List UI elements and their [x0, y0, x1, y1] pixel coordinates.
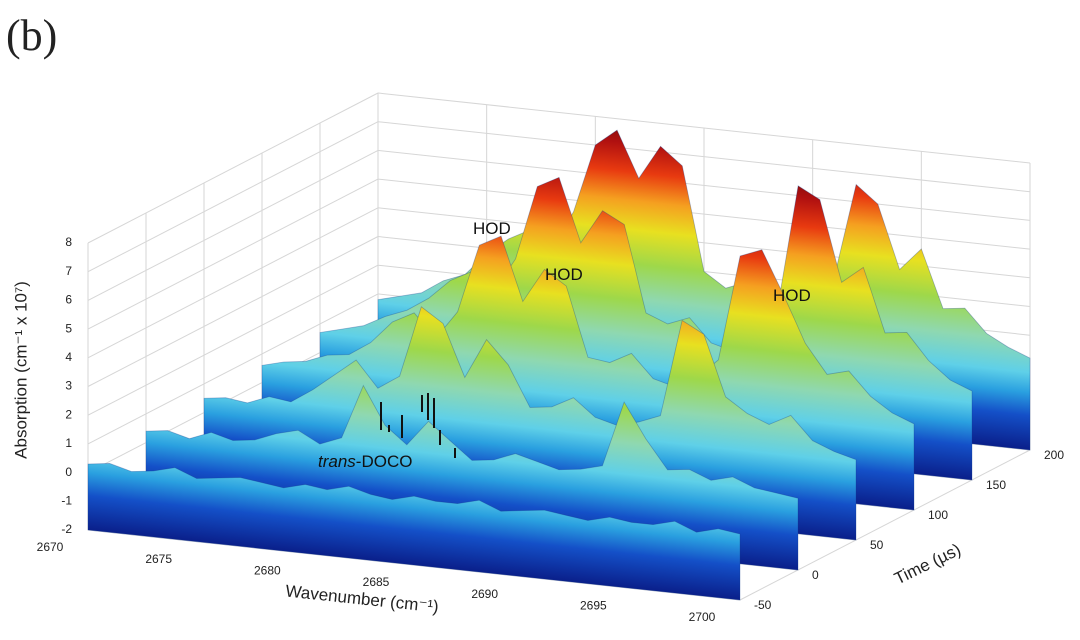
z-tick-label: 4: [65, 350, 72, 364]
y-tick-label: 200: [1044, 448, 1064, 462]
x-tick-label: 2675: [145, 552, 172, 566]
annotation-italic: trans: [318, 452, 356, 471]
grid-line: [87, 207, 379, 359]
z-tick-label: 1: [65, 436, 72, 450]
grid-line: [87, 149, 379, 301]
surface-slice: [87, 463, 741, 601]
x-tick-label: 2700: [689, 610, 716, 624]
z-tick-label: -1: [61, 493, 72, 507]
y-axis-label: Time (µs): [891, 540, 964, 588]
z-tick-label: 6: [65, 293, 72, 307]
grid-line: [87, 264, 379, 416]
z-tick-label: -2: [61, 522, 72, 536]
x-tick-label: 2670: [37, 540, 64, 554]
grid-line: [87, 293, 379, 445]
z-tick-label: 8: [65, 235, 72, 249]
grid-line: [739, 449, 1031, 601]
z-tick-label: 7: [65, 264, 72, 278]
annotation: HOD: [473, 219, 511, 238]
annotation-text: HOD: [473, 219, 511, 238]
annotation-text: HOD: [773, 286, 811, 305]
y-tick-label: 50: [870, 538, 884, 552]
x-tick-label: 2685: [363, 575, 390, 589]
y-tick-label: 100: [928, 508, 948, 522]
annotation: HOD: [545, 265, 583, 284]
x-tick-label: 2695: [580, 599, 607, 613]
z-axis-label: Absorption (cm⁻¹ x 10⁷): [11, 281, 30, 459]
z-tick-label: 2: [65, 407, 72, 421]
y-tick-label: -50: [754, 598, 772, 612]
grid-line: [87, 178, 379, 330]
z-tick-label: 3: [65, 379, 72, 393]
panel-label: (b): [6, 11, 57, 60]
annotation-text: -DOCO: [356, 452, 413, 471]
grid-line: [87, 121, 379, 273]
annotation: trans-DOCO: [318, 452, 412, 471]
annotation-text: HOD: [545, 265, 583, 284]
y-tick-label: 0: [812, 568, 819, 582]
z-tick-label: 5: [65, 321, 72, 335]
z-tick-label: 0: [65, 465, 72, 479]
x-tick-label: 2690: [471, 587, 498, 601]
grid-line: [87, 92, 379, 244]
x-tick-label: 2680: [254, 564, 281, 578]
surface: [87, 129, 1031, 601]
grid-line: [87, 236, 379, 387]
annotation: HOD: [773, 286, 811, 305]
y-tick-label: 150: [986, 478, 1006, 492]
